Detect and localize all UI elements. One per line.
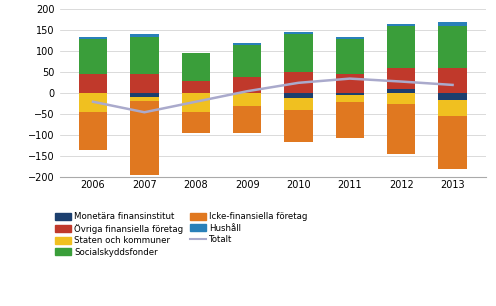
Bar bbox=[130, 74, 159, 93]
Bar bbox=[79, 93, 107, 112]
Bar bbox=[182, 53, 210, 81]
Bar bbox=[130, 101, 159, 174]
Bar bbox=[130, 97, 159, 101]
Bar bbox=[438, 93, 467, 100]
Bar bbox=[336, 36, 364, 39]
Bar bbox=[336, 74, 364, 93]
Bar bbox=[182, 81, 210, 93]
Bar bbox=[79, 112, 107, 150]
Bar bbox=[387, 89, 415, 93]
Bar bbox=[284, 35, 312, 72]
Bar bbox=[79, 74, 107, 93]
Bar bbox=[284, 93, 312, 98]
Bar bbox=[387, 26, 415, 68]
Bar bbox=[387, 93, 415, 104]
Bar bbox=[233, 43, 261, 45]
Bar bbox=[233, 93, 261, 106]
Bar bbox=[336, 95, 364, 102]
Bar bbox=[130, 93, 159, 97]
Bar bbox=[79, 36, 107, 39]
Bar bbox=[79, 39, 107, 74]
Bar bbox=[284, 110, 312, 142]
Bar bbox=[438, 22, 467, 26]
Bar bbox=[438, 100, 467, 117]
Bar bbox=[233, 76, 261, 93]
Bar bbox=[130, 36, 159, 74]
Bar bbox=[233, 45, 261, 76]
Bar bbox=[438, 117, 467, 169]
Bar bbox=[438, 68, 467, 93]
Legend: Monetära finansinstitut, Övriga finansiella företag, Staten och kommuner, Social: Monetära finansinstitut, Övriga finansie… bbox=[55, 212, 308, 257]
Bar bbox=[387, 68, 415, 89]
Bar bbox=[182, 112, 210, 133]
Bar bbox=[284, 72, 312, 93]
Bar bbox=[387, 104, 415, 154]
Bar bbox=[336, 93, 364, 95]
Bar bbox=[336, 39, 364, 74]
Bar bbox=[233, 106, 261, 133]
Bar bbox=[284, 32, 312, 35]
Bar bbox=[387, 24, 415, 26]
Bar bbox=[284, 98, 312, 110]
Bar bbox=[438, 26, 467, 68]
Bar bbox=[182, 93, 210, 112]
Bar bbox=[130, 35, 159, 36]
Bar bbox=[336, 102, 364, 137]
